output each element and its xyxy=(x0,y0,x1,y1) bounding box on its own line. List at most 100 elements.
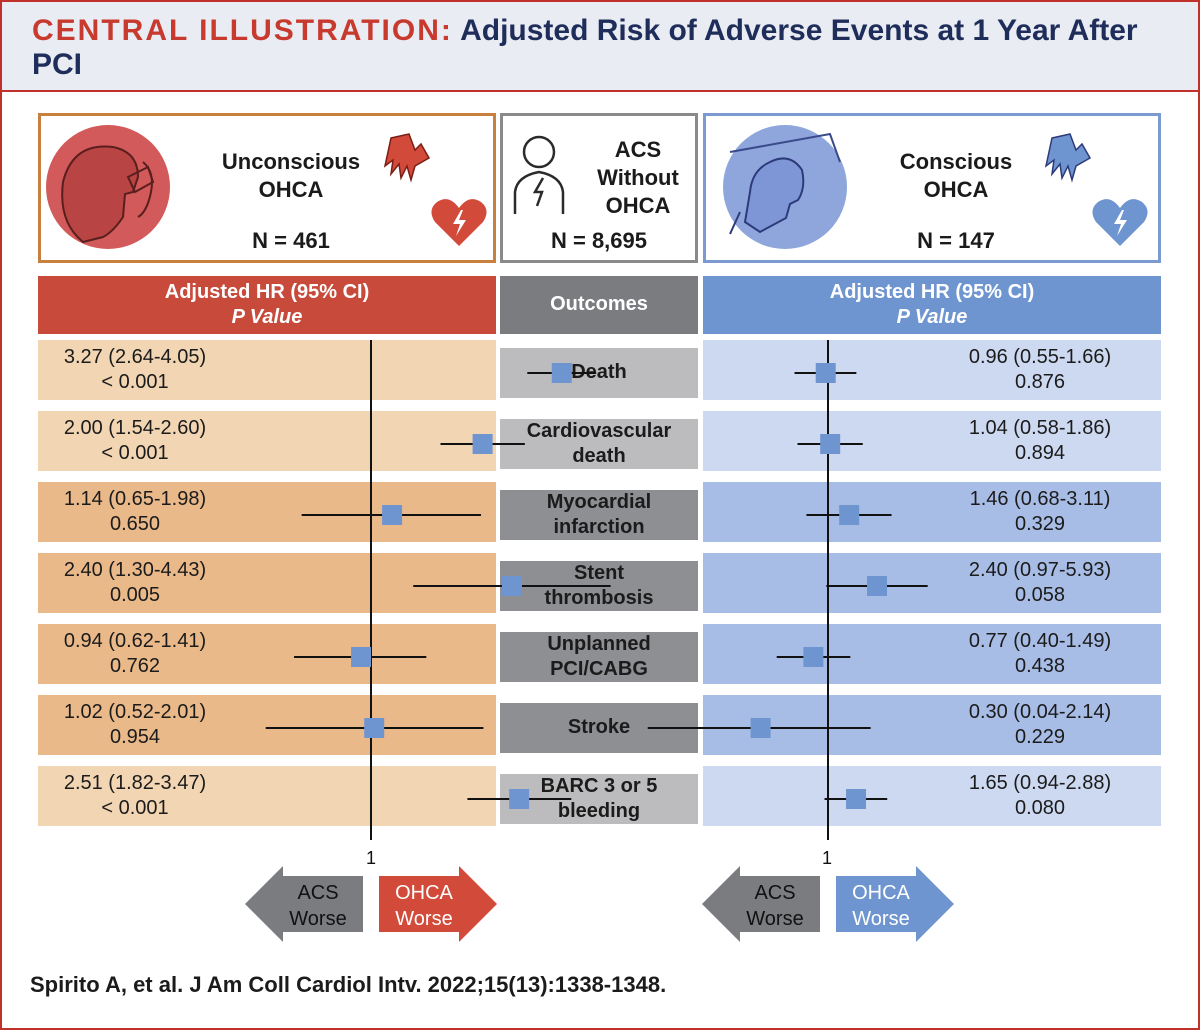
right-hr-point xyxy=(820,434,841,454)
right-ohca-worse-arrow xyxy=(836,866,954,942)
right-row-band xyxy=(703,553,1161,613)
left-row-band xyxy=(38,482,496,542)
conscious-ohca-box: Conscious OHCA N = 147 xyxy=(703,113,1161,263)
conscious-name-line1: Conscious xyxy=(899,149,1013,174)
right-p-value: 0.058 xyxy=(1014,584,1066,606)
outcome-label-line: Stent xyxy=(574,562,624,584)
left-hr-text: 0.94 (0.62-1.41) 0.762 xyxy=(40,629,230,679)
left-ohca-worse-arrow xyxy=(379,866,497,942)
title-text: Adjusted Risk of Adverse Events at 1 Yea… xyxy=(32,14,1138,81)
right-hr-text: 1.46 (0.68-3.11) 0.329 xyxy=(930,487,1150,537)
left-header-line1: Adjusted HR (95% CI) xyxy=(164,281,370,303)
acs-n: N = 8,695 xyxy=(550,228,647,253)
right-hr-text: 0.96 (0.55-1.66) 0.876 xyxy=(930,345,1150,395)
left-axis-label-1: 1 xyxy=(366,848,377,868)
unconscious-n: N = 461 xyxy=(252,228,330,253)
right-header-line2: P Value xyxy=(703,305,1161,330)
left-row-band xyxy=(38,411,496,471)
left-hr-point xyxy=(509,789,530,809)
conscious-name-line2: OHCA xyxy=(923,177,989,202)
left-hr-value: 2.40 (1.30-4.43) xyxy=(63,559,207,581)
outcome-label-line: PCI/CABG xyxy=(550,658,648,680)
left-p-value: 0.005 xyxy=(109,584,161,606)
acs-name-line2: Without xyxy=(597,165,679,190)
unconscious-ohca-box: Unconscious OHCA N = 461 xyxy=(38,113,496,263)
left-hr-value: 1.02 (0.52-2.01) xyxy=(63,701,207,723)
outcome-band xyxy=(500,490,698,540)
right-row-band xyxy=(703,695,1161,755)
left-p-value: 0.762 xyxy=(109,655,161,677)
left-hr-value: 1.14 (0.65-1.98) xyxy=(63,488,207,510)
outcome-label-line: bleeding xyxy=(557,800,641,822)
title-lead: CENTRAL ILLUSTRATION: xyxy=(32,14,453,47)
right-row-band xyxy=(703,624,1161,684)
outcome-label-line: BARC 3 or 5 xyxy=(540,775,658,797)
right-row-band xyxy=(703,482,1161,542)
right-header-line1: Adjusted HR (95% CI) xyxy=(829,281,1035,303)
left-row-band xyxy=(38,766,496,826)
right-hr-text: 1.65 (0.94-2.88) 0.080 xyxy=(930,771,1150,821)
unconscious-name-line2: OHCA xyxy=(258,177,324,202)
conscious-patient-icon xyxy=(723,125,847,249)
outcome-label: Cardiovascular death xyxy=(500,419,698,469)
outcomes-column-header: Outcomes xyxy=(500,276,698,334)
figure-title: CENTRAL ILLUSTRATION: Adjusted Risk of A… xyxy=(32,14,1172,82)
left-hr-text: 1.02 (0.52-2.01) 0.954 xyxy=(40,700,230,750)
left-hr-point xyxy=(364,718,385,738)
left-hr-text: 2.51 (1.82-3.47) < 0.001 xyxy=(40,771,230,821)
left-hr-value: 2.00 (1.54-2.60) xyxy=(63,417,207,439)
right-p-value: 0.229 xyxy=(1014,726,1066,748)
right-p-value: 0.329 xyxy=(1014,513,1066,535)
left-hr-text: 2.00 (1.54-2.60) < 0.001 xyxy=(40,416,230,466)
outcome-label-line: Stroke xyxy=(567,716,631,738)
left-p-value: 0.650 xyxy=(109,513,161,535)
outcome-label-line: Myocardial xyxy=(546,491,652,513)
left-header-pvalue: P Value xyxy=(231,306,303,328)
right-hr-value: 1.65 (0.94-2.88) xyxy=(968,772,1112,794)
left-p-value: < 0.001 xyxy=(101,797,169,819)
acs-name-line3: OHCA xyxy=(605,193,671,218)
unconscious-name-line1: Unconscious xyxy=(221,149,361,174)
outcome-band xyxy=(500,419,698,469)
outcome-label-line: thrombosis xyxy=(544,587,654,609)
left-ohca-worse-label: Worse xyxy=(395,908,452,930)
right-row-band xyxy=(703,340,1161,400)
outcome-label: Death xyxy=(500,360,698,385)
right-p-value: 0.438 xyxy=(1014,655,1066,677)
right-hr-text: 0.77 (0.40-1.49) 0.438 xyxy=(930,629,1150,679)
right-header-pvalue: P Value xyxy=(896,306,968,328)
left-acs-worse-label: ACS xyxy=(297,882,338,904)
acs-name-line1: ACS xyxy=(614,137,662,162)
outcome-label-line: Unplanned xyxy=(547,633,651,655)
right-row-band xyxy=(703,766,1161,826)
left-ohca-worse-label: OHCA xyxy=(395,882,453,904)
right-hr-point xyxy=(803,647,824,667)
left-column-header: Adjusted HR (95% CI) P Value xyxy=(38,276,496,334)
citation: Spirito A, et al. J Am Coll Cardiol Intv… xyxy=(30,972,667,997)
left-hr-text: 3.27 (2.64-4.05) < 0.001 xyxy=(40,345,230,395)
outcome-label: BARC 3 or 5 bleeding xyxy=(500,774,698,824)
left-hr-text: 1.14 (0.65-1.98) 0.650 xyxy=(40,487,230,537)
acs-box: ACS Without OHCA N = 8,695 xyxy=(500,113,698,263)
left-hr-point xyxy=(551,363,572,383)
outcome-label-line: infarction xyxy=(553,516,645,538)
outcome-label: Unplanned PCI/CABG xyxy=(500,632,698,682)
right-hr-value: 1.46 (0.68-3.11) xyxy=(969,488,1111,510)
right-hr-value: 2.40 (0.97-5.93) xyxy=(968,559,1112,581)
acs-name: ACS Without OHCA xyxy=(579,136,697,220)
left-hr-text: 2.40 (1.30-4.43) 0.005 xyxy=(40,558,230,608)
outcome-label: Myocardial infarction xyxy=(500,490,698,540)
left-hr-point xyxy=(382,505,403,525)
right-hr-text: 1.04 (0.58-1.86) 0.894 xyxy=(930,416,1150,466)
right-hr-value: 1.04 (0.58-1.86) xyxy=(968,417,1112,439)
right-column-header: Adjusted HR (95% CI) P Value xyxy=(703,276,1161,334)
conscious-name: Conscious OHCA xyxy=(856,148,1056,204)
left-hr-point xyxy=(472,434,493,454)
right-acs-worse-arrow xyxy=(702,866,820,942)
outcome-label-line: Cardiovascular xyxy=(526,420,672,442)
blue-hands-icon xyxy=(1044,133,1092,183)
outcome-label-line: Death xyxy=(571,361,627,383)
acs-patient-icon xyxy=(513,135,565,214)
